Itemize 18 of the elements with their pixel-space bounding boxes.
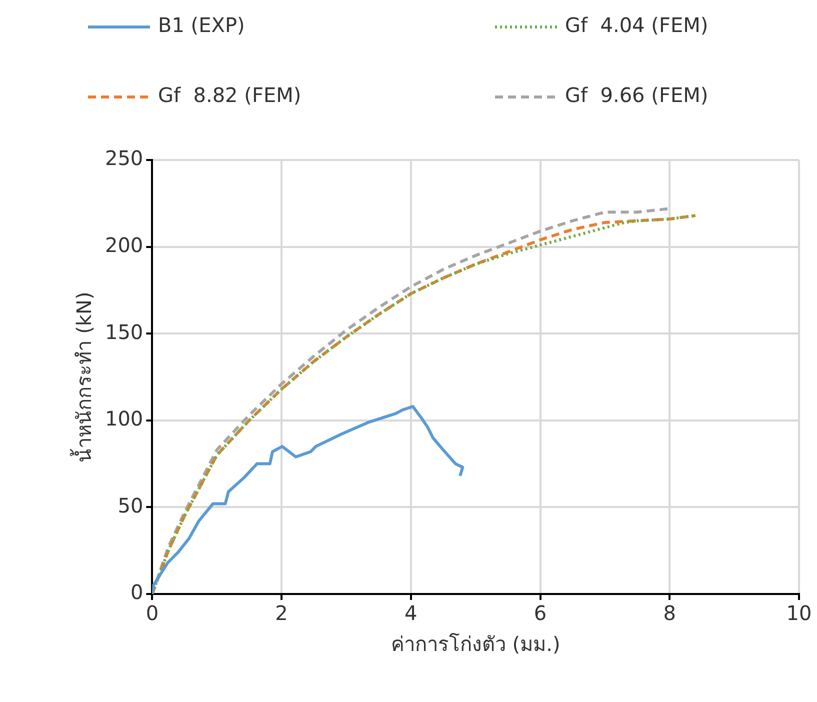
y-tick-label: 0 — [130, 580, 144, 604]
x-tick-label: 8 — [663, 601, 676, 626]
legend-label: B1 (EXP) — [158, 13, 245, 38]
y-axis-title: น้ำหนักกระทำ (kN) — [70, 292, 96, 462]
legend-label: Gf 4.04 (FEM) — [565, 13, 708, 38]
x-axis-title: ค่าการโก่งตัว (มม.) — [390, 632, 560, 656]
x-tick-label: 6 — [534, 601, 547, 626]
x-tick-label: 0 — [146, 601, 159, 626]
legend-label: Gf 9.66 (FEM) — [565, 83, 708, 108]
y-tick-label: 50 — [118, 493, 144, 518]
x-tick-label: 4 — [404, 601, 418, 626]
y-tick-label: 200 — [104, 233, 144, 258]
y-tick-label: 250 — [104, 146, 144, 170]
x-tick-label: 10 — [786, 601, 812, 626]
y-tick-label: 100 — [104, 406, 144, 431]
y-tick-label: 150 — [104, 320, 144, 344]
x-tick-label: 2 — [275, 601, 288, 626]
legend-label: Gf 8.82 (FEM) — [158, 83, 302, 108]
